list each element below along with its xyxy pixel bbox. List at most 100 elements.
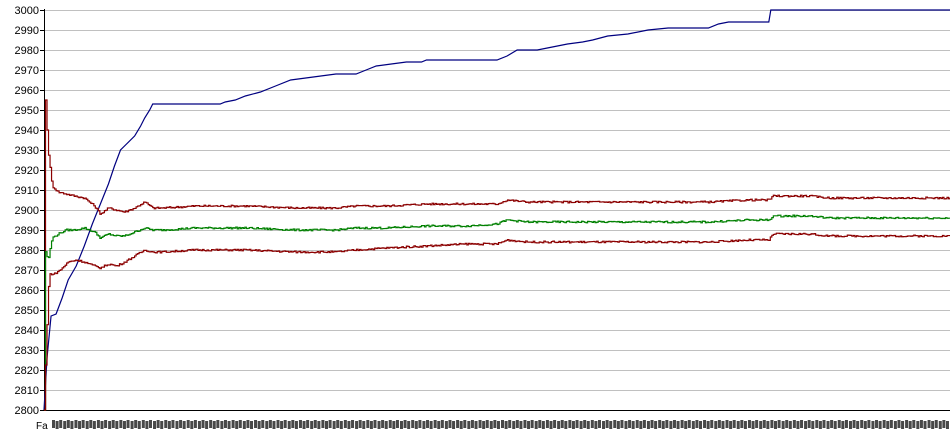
x-tick-label-blur — [411, 420, 422, 429]
y-tick-label: 2840 — [15, 325, 39, 337]
y-tick-label: 2930 — [15, 145, 39, 157]
x-tick-label-blur — [265, 420, 276, 429]
y-tick-labels: 2800 2810 2820 2830 2840 2850 2860 2870 2880 2890… — [15, 5, 44, 417]
x-tick-label-blur — [613, 420, 624, 429]
x-tick-label-blur — [725, 420, 736, 429]
x-tick-label-blur — [691, 420, 703, 429]
x-tick-label-blur — [175, 420, 186, 429]
x-tick-label-blur — [377, 420, 388, 429]
x-tick-label-blur — [478, 420, 489, 429]
y-tick-label: 2810 — [15, 385, 39, 397]
y-tick-label: 2890 — [15, 225, 39, 237]
x-tick-labels: Fa — [36, 420, 949, 432]
x-tick-label-blur — [287, 420, 298, 429]
x-tick-label-blur — [276, 420, 287, 429]
y-tick-label: 3000 — [15, 5, 39, 17]
x-tick-label-blur — [153, 420, 164, 429]
x-tick-label-blur — [815, 420, 826, 429]
x-tick-label-blur — [714, 420, 725, 429]
series-lines — [43, 9, 950, 411]
x-tick-label-blur — [568, 420, 579, 429]
x-tick-label-blur — [848, 420, 860, 429]
x-tick-label-blur — [343, 420, 355, 429]
y-tick-label: 2900 — [15, 205, 39, 217]
x-tick-label-blur — [130, 420, 141, 429]
x-tick-label-blur — [231, 420, 242, 429]
x-tick-label-blur — [635, 420, 646, 429]
series-line-best — [43, 9, 950, 411]
y-tick-label: 2960 — [15, 85, 39, 97]
x-tick-label-blur — [355, 420, 366, 429]
x-tick-label-blur — [96, 420, 108, 429]
x-tick-label-blur — [893, 420, 905, 429]
x-tick-label-blur — [905, 420, 916, 429]
x-tick-label-blur — [501, 420, 512, 429]
series-line-average — [44, 214, 950, 411]
y-tick-label: 2920 — [15, 165, 39, 177]
x-tick-label-blur — [792, 420, 804, 429]
x-tick-label-blur — [882, 420, 893, 429]
x-tick-label-blur — [759, 420, 770, 429]
x-tick-label-blur — [938, 420, 949, 429]
x-tick-label-blur — [927, 420, 938, 429]
x-tick-label-blur — [52, 420, 63, 429]
x-tick-label-blur — [837, 420, 848, 429]
x-tick-label-blur — [399, 420, 411, 429]
x-tick-label-blur — [602, 420, 613, 429]
x-tick-label-blur — [197, 420, 209, 429]
x-tick-label-blur — [658, 420, 669, 429]
x-tick-label-blur — [467, 420, 478, 429]
x-tick-label-blur — [242, 420, 254, 429]
x-tick-label-blur — [579, 420, 590, 429]
x-tick-label-blur — [74, 420, 85, 429]
y-tick-label: 2950 — [15, 105, 39, 117]
x-tick-label-blur — [85, 420, 96, 429]
x-tick-label-blur — [669, 420, 680, 429]
y-tick-label: 2860 — [15, 285, 39, 297]
y-tick-label: 2820 — [15, 365, 39, 377]
x-tick-label-blur — [804, 420, 815, 429]
x-tick-label-blur — [332, 420, 343, 429]
x-tick-label-blur — [108, 420, 119, 429]
x-tick-label-blur — [456, 420, 467, 429]
x-tick-label-blur — [916, 420, 927, 429]
gridlines — [44, 10, 950, 391]
x-tick-label-blur — [366, 420, 377, 429]
y-tick-label: 2880 — [15, 245, 39, 257]
x-tick-label-blur — [871, 420, 882, 429]
x-tick-label: Fa — [36, 421, 48, 432]
x-tick-label-blur — [826, 420, 837, 429]
series-line-lower — [44, 232, 950, 411]
x-tick-label-blur — [444, 420, 456, 429]
y-tick-label: 2850 — [15, 305, 39, 317]
x-tick-label-blur — [646, 420, 658, 429]
y-tick-label: 2980 — [15, 45, 39, 57]
x-tick-label-blur — [624, 420, 635, 429]
x-tick-label-blur — [164, 420, 175, 429]
x-tick-label-blur — [388, 420, 399, 429]
x-tick-label-blur — [770, 420, 781, 429]
x-tick-label-blur — [298, 420, 310, 429]
y-tick-label: 2910 — [15, 185, 39, 197]
y-tick-label: 2800 — [15, 405, 39, 417]
y-tick-label: 2940 — [15, 125, 39, 137]
x-tick-label-blur — [747, 420, 759, 429]
x-tick-label-blur — [433, 420, 444, 429]
x-tick-label-blur — [703, 420, 714, 429]
x-tick-label-blur — [141, 420, 152, 429]
x-tick-label-blur — [512, 420, 523, 429]
x-tick-label-blur — [186, 420, 197, 429]
x-tick-label-blur — [781, 420, 792, 429]
x-tick-label-blur — [321, 420, 332, 429]
x-tick-label-blur — [209, 420, 220, 429]
x-tick-label-blur — [489, 420, 500, 429]
y-tick-label: 2970 — [15, 65, 39, 77]
x-tick-label-blur — [534, 420, 545, 429]
x-tick-label-blur — [63, 420, 74, 429]
x-tick-label-blur — [220, 420, 231, 429]
x-tick-label-blur — [557, 420, 568, 429]
x-tick-label-blur — [119, 420, 130, 429]
y-tick-label: 2990 — [15, 25, 39, 37]
y-tick-label: 2870 — [15, 265, 39, 277]
